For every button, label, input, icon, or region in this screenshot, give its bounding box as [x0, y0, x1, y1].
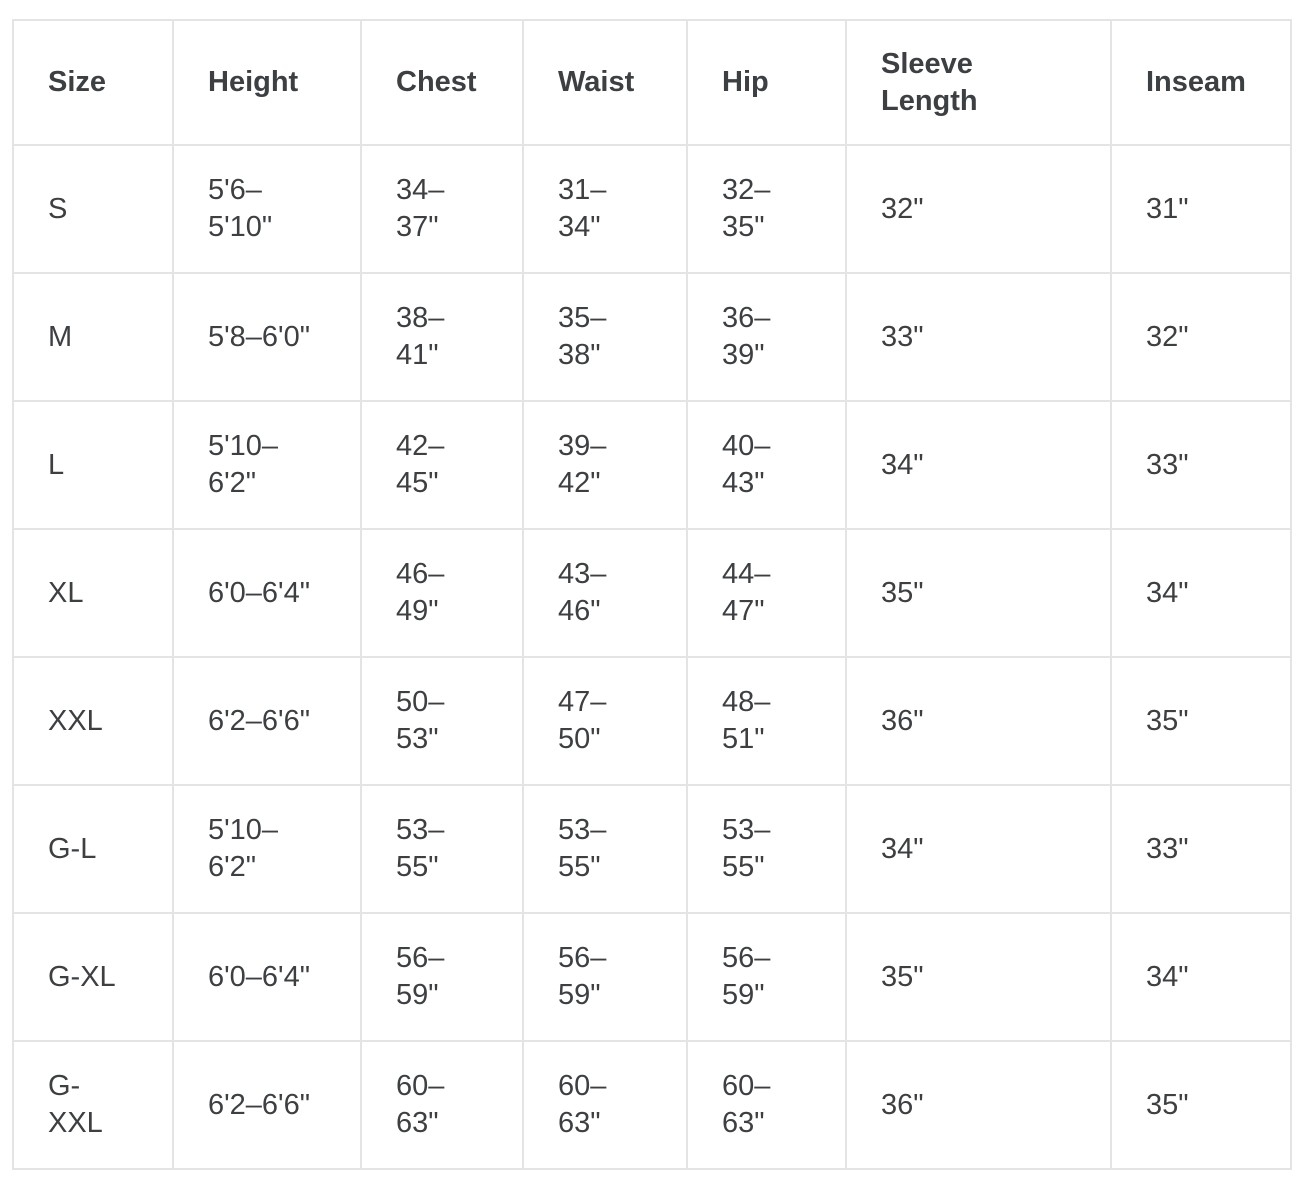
column-header-waist: Waist [522, 19, 688, 146]
cell-waist: 39– 42" [522, 400, 688, 530]
cell-size: XL [12, 528, 174, 658]
cell-waist: 31– 34" [522, 144, 688, 274]
cell-hip: 36– 39" [686, 272, 847, 402]
column-header-chest: Chest [360, 19, 524, 146]
cell-waist: 35– 38" [522, 272, 688, 402]
column-header-size: Size [12, 19, 174, 146]
header-row: Size Height Chest Waist Hip Sleeve Lengt… [12, 19, 1292, 146]
cell-inseam: 31" [1110, 144, 1292, 274]
cell-chest: 42– 45" [360, 400, 524, 530]
cell-inseam: 34" [1110, 528, 1292, 658]
cell-size: G-XL [12, 912, 174, 1042]
cell-size: G- XXL [12, 1040, 174, 1170]
cell-chest: 38– 41" [360, 272, 524, 402]
table-row: G- XXL 6'2–6'6" 60– 63" 60– 63" 60– 63" 36" 35… [12, 1040, 1292, 1170]
cell-hip: 44– 47" [686, 528, 847, 658]
cell-height: 5'8–6'0" [172, 272, 362, 402]
cell-inseam: 35" [1110, 656, 1292, 786]
table-row: G-L 5'10– 6'2" 53– 55" 53– 55" 53– 55" 34" 33" [12, 784, 1292, 914]
table-row: S 5'6– 5'10" 34– 37" 31– 34" 32– 35" 32" 31" [12, 144, 1292, 274]
cell-hip: 40– 43" [686, 400, 847, 530]
cell-chest: 56– 59" [360, 912, 524, 1042]
cell-chest: 34– 37" [360, 144, 524, 274]
cell-size: XXL [12, 656, 174, 786]
size-chart-table: Size Height Chest Waist Hip Sleeve Lengt… [12, 19, 1292, 1170]
cell-inseam: 34" [1110, 912, 1292, 1042]
cell-height: 6'2–6'6" [172, 1040, 362, 1170]
cell-waist: 60– 63" [522, 1040, 688, 1170]
cell-sleeve-length: 36" [845, 656, 1112, 786]
cell-sleeve-length: 36" [845, 1040, 1112, 1170]
cell-hip: 32– 35" [686, 144, 847, 274]
cell-size: G-L [12, 784, 174, 914]
table-row: XL 6'0–6'4" 46– 49" 43– 46" 44– 47" 35" 34" [12, 528, 1292, 658]
size-chart-body: S 5'6– 5'10" 34– 37" 31– 34" 32– 35" 32" 31" M 5… [12, 144, 1292, 1170]
column-header-hip: Hip [686, 19, 847, 146]
cell-waist: 47– 50" [522, 656, 688, 786]
cell-chest: 60– 63" [360, 1040, 524, 1170]
column-header-inseam: Inseam [1110, 19, 1292, 146]
cell-sleeve-length: 34" [845, 784, 1112, 914]
cell-inseam: 32" [1110, 272, 1292, 402]
cell-height: 5'6– 5'10" [172, 144, 362, 274]
cell-waist: 43– 46" [522, 528, 688, 658]
cell-sleeve-length: 33" [845, 272, 1112, 402]
table-row: XXL 6'2–6'6" 50– 53" 47– 50" 48– 51" 36" 35" [12, 656, 1292, 786]
cell-inseam: 35" [1110, 1040, 1292, 1170]
cell-sleeve-length: 34" [845, 400, 1112, 530]
table-row: M 5'8–6'0" 38– 41" 35– 38" 36– 39" 33" 32" [12, 272, 1292, 402]
cell-height: 6'2–6'6" [172, 656, 362, 786]
cell-height: 6'0–6'4" [172, 912, 362, 1042]
cell-height: 5'10– 6'2" [172, 784, 362, 914]
cell-sleeve-length: 32" [845, 144, 1112, 274]
cell-size: M [12, 272, 174, 402]
cell-height: 5'10– 6'2" [172, 400, 362, 530]
table-row: L 5'10– 6'2" 42– 45" 39– 42" 40– 43" 34" 33" [12, 400, 1292, 530]
cell-hip: 53– 55" [686, 784, 847, 914]
cell-hip: 48– 51" [686, 656, 847, 786]
cell-sleeve-length: 35" [845, 912, 1112, 1042]
cell-size: L [12, 400, 174, 530]
cell-hip: 56– 59" [686, 912, 847, 1042]
column-header-sleeve-length: Sleeve Length [845, 19, 1112, 146]
column-header-height: Height [172, 19, 362, 146]
cell-chest: 53– 55" [360, 784, 524, 914]
cell-waist: 56– 59" [522, 912, 688, 1042]
cell-inseam: 33" [1110, 784, 1292, 914]
cell-height: 6'0–6'4" [172, 528, 362, 658]
table-row: G-XL 6'0–6'4" 56– 59" 56– 59" 56– 59" 35" 34" [12, 912, 1292, 1042]
cell-chest: 46– 49" [360, 528, 524, 658]
cell-sleeve-length: 35" [845, 528, 1112, 658]
cell-inseam: 33" [1110, 400, 1292, 530]
cell-waist: 53– 55" [522, 784, 688, 914]
cell-chest: 50– 53" [360, 656, 524, 786]
cell-hip: 60– 63" [686, 1040, 847, 1170]
cell-size: S [12, 144, 174, 274]
